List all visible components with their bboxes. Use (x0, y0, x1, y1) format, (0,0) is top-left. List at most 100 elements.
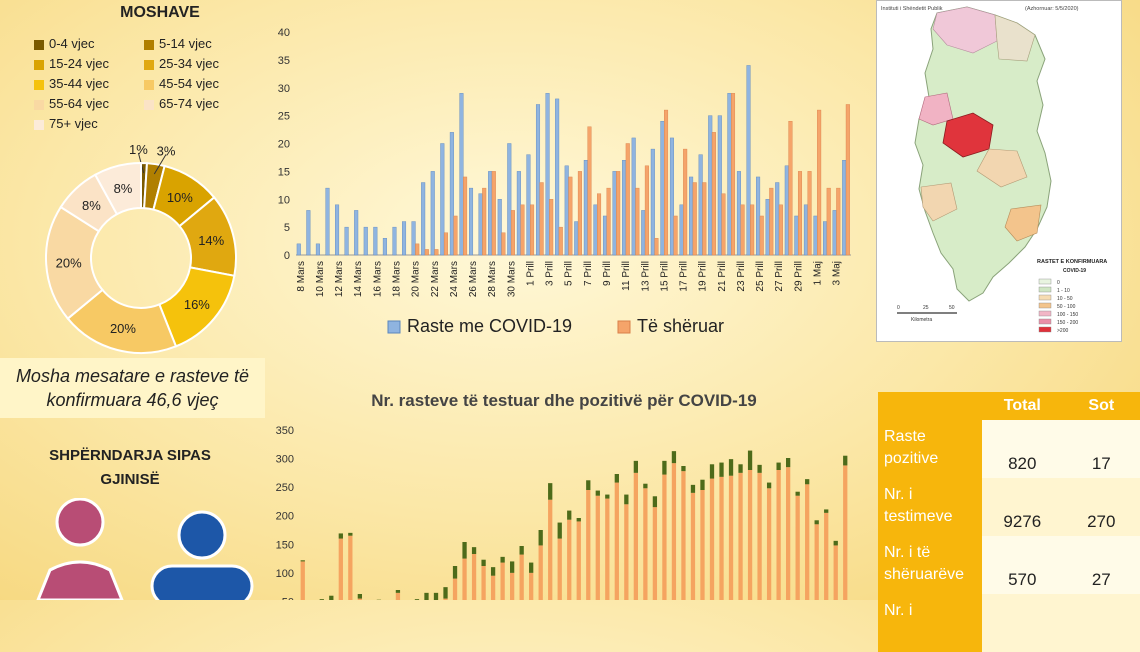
albania-outline (915, 7, 1051, 301)
map-legend-label: >200 (1057, 328, 1068, 334)
bar-positive (301, 560, 305, 561)
bar-cases (689, 177, 693, 255)
bar-cases (632, 138, 636, 255)
bar-tested (577, 521, 581, 600)
x-tick-label: 10 Mars (315, 261, 326, 297)
bar-recovered (578, 171, 582, 255)
age-legend-item: 0-4 vjec (34, 36, 95, 51)
bar-recovered (616, 171, 620, 255)
bar-recovered (722, 194, 726, 255)
gender-section-title: SHPËRNDARJA SIPAS GJINISË (20, 444, 240, 492)
age-chart-title: MOSHAVE (95, 4, 225, 22)
x-tick-label: 30 Mars (506, 261, 517, 297)
bar-recovered (779, 205, 783, 255)
bar-positive (662, 461, 666, 475)
bar-recovered (798, 171, 802, 255)
age-legend-item: 15-24 vjec (34, 56, 109, 71)
bar-tested (462, 559, 466, 600)
slice-label: 1% (129, 142, 148, 157)
map-legend-label: 100 - 150 (1057, 312, 1078, 318)
y-tick-label: 30 (278, 83, 290, 95)
bar-cases (785, 166, 789, 255)
bar-positive (510, 561, 514, 572)
bar-recovered (789, 121, 793, 255)
map-header: Instituti i Shëndetit Publik (881, 6, 943, 12)
row-today: 17 (1063, 420, 1140, 478)
bar-positive (396, 590, 400, 593)
map-scale-label-50: 50 (949, 305, 955, 311)
map-legend-swatch (1039, 327, 1051, 332)
bar-cases (670, 138, 674, 255)
x-tick-label: 9 Prill (602, 261, 613, 286)
bar-recovered (425, 249, 429, 255)
legend-swatch (144, 40, 154, 50)
tests-chart: Nr. rasteve të testuar dhe pozitivë për … (268, 385, 858, 600)
bar-positive (539, 530, 543, 545)
age-legend-item: 5-14 vjec (144, 36, 212, 51)
bar-cases (756, 177, 760, 255)
bar-cases (374, 227, 378, 255)
bar-recovered (693, 183, 697, 255)
bar-cases (651, 149, 655, 255)
albania-map: Instituti i Shëndetit Publik (Azhornuar:… (877, 1, 1121, 341)
age-legend-label: 65-74 vjec (159, 96, 219, 111)
bar-positive (520, 546, 524, 555)
bar-cases (316, 244, 320, 255)
age-legend-label: 15-24 vjec (49, 56, 109, 71)
bar-positive (653, 496, 657, 507)
legend-swatch (144, 60, 154, 70)
bar-positive (443, 587, 447, 598)
y-tick-label: 0 (284, 250, 290, 262)
age-legend-label: 5-14 vjec (159, 36, 212, 51)
bar-tested (348, 536, 352, 600)
bar-cases (565, 166, 569, 255)
x-tick-label: 24 Mars (449, 261, 460, 297)
bar-cases (450, 132, 454, 255)
y-tick-label: 20 (278, 139, 290, 151)
age-legend-item: 25-34 vjec (144, 56, 219, 71)
bar-tested (301, 561, 305, 600)
legend-swatch (144, 100, 154, 110)
y-tick-label: 10 (278, 194, 290, 206)
bar-recovered (569, 177, 573, 255)
age-legend-label: 0-4 vjec (49, 36, 95, 51)
bar-recovered (521, 205, 525, 255)
bar-cases (469, 188, 473, 255)
bar-positive (605, 495, 609, 499)
map-scale-label-25: 25 (923, 305, 929, 311)
bar-recovered (702, 183, 706, 255)
bar-positive (596, 491, 600, 496)
bar-tested (824, 513, 828, 600)
bar-recovered (760, 216, 764, 255)
x-tick-label: 11 Prill (621, 261, 632, 291)
slice-label: 3% (157, 143, 176, 158)
table-row: Nr. i të shëruarëve 570 27 (878, 536, 1140, 594)
bar-cases (823, 222, 827, 255)
y-tick-label: 50 (282, 596, 294, 600)
row-total: 570 (982, 536, 1063, 594)
bar-cases (795, 216, 799, 255)
x-tick-label: 23 Prill (736, 261, 747, 292)
bar-recovered (750, 205, 754, 255)
y-tick-label: 300 (276, 454, 294, 466)
bar-cases (402, 222, 406, 255)
legend-label: Të shëruar (637, 316, 724, 336)
stats-header-blank (878, 392, 982, 420)
bar-recovered (731, 93, 735, 255)
x-tick-label: 15 Prill (659, 261, 670, 292)
bar-positive (757, 465, 761, 473)
bar-positive (348, 533, 352, 536)
bar-positive (500, 557, 504, 563)
x-tick-label: 29 Prill (793, 261, 804, 292)
bar-cases (584, 160, 588, 255)
bar-cases (460, 93, 464, 255)
bar-positive (710, 464, 714, 478)
map-scale-unit: Kilometra (911, 317, 932, 323)
bar-recovered (655, 238, 659, 255)
bar-cases (479, 194, 483, 255)
x-tick-label: 1 Prill (525, 261, 536, 286)
bar-recovered (607, 188, 611, 255)
row-label: Nr. i testimeve (878, 478, 982, 536)
slice-label: 20% (56, 256, 82, 271)
bar-recovered (597, 194, 601, 255)
